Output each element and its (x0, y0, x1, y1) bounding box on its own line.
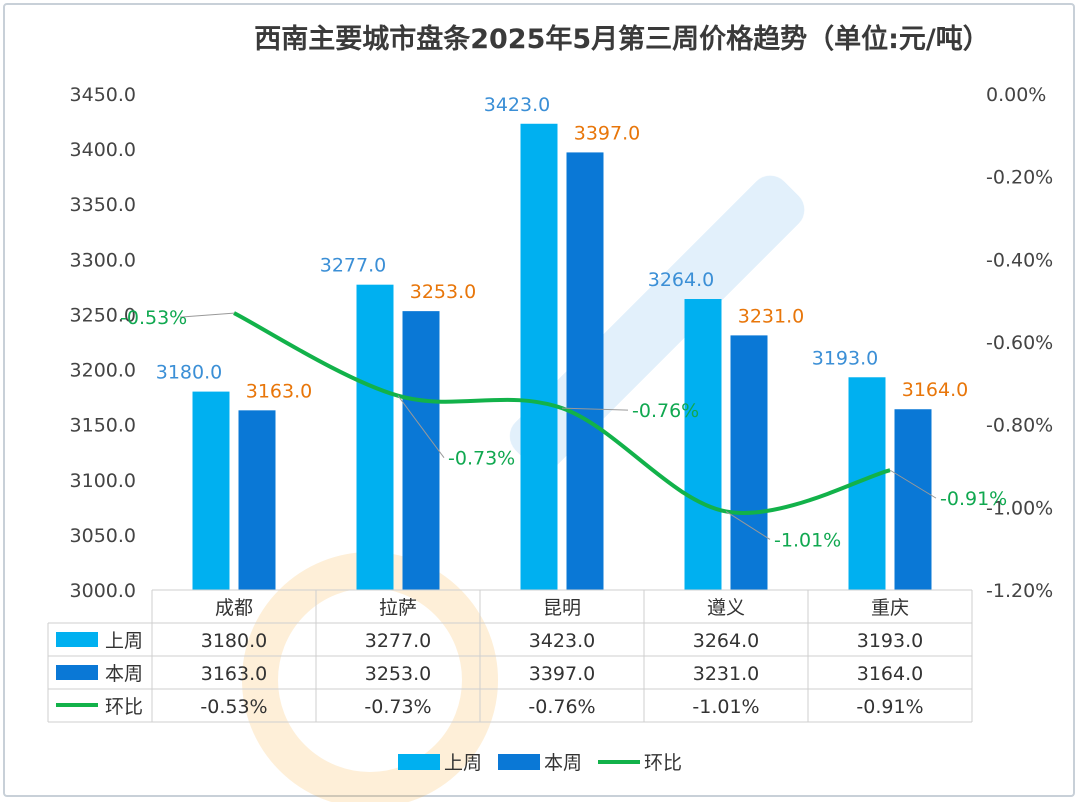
table-cell: -1.01% (692, 696, 759, 718)
data-label-ratio: -0.73% (448, 448, 515, 470)
table-cell: 3231.0 (693, 663, 759, 685)
data-label-prev-week: 3277.0 (320, 255, 386, 277)
bar-this-week (402, 311, 440, 590)
table-series-name: 本周 (105, 663, 143, 685)
bar-this-week (894, 409, 932, 590)
table-cell: 3264.0 (693, 630, 759, 652)
legend-label: 本周 (544, 752, 582, 774)
table-series-name: 环比 (105, 696, 143, 718)
legend-label: 上周 (444, 752, 482, 774)
right-tick-label: -0.20% (986, 167, 1053, 189)
table-cell: 3193.0 (857, 630, 923, 652)
ratio-leader-line (725, 511, 771, 540)
data-label-prev-week: 3180.0 (156, 362, 222, 384)
ratio-leader-line (889, 469, 937, 499)
data-label-this-week: 3397.0 (574, 122, 640, 144)
data-label-this-week: 3231.0 (738, 305, 804, 327)
ratio-leader-line (179, 312, 235, 318)
data-label-this-week: 3164.0 (902, 379, 968, 401)
right-tick-label: -0.60% (986, 332, 1053, 354)
right-axis: -1.20% -1.00% -0.80% -0.60% -0.40% -0.20% 0.00… (986, 84, 1053, 602)
table-series-name: 上周 (105, 630, 143, 652)
bar-prev-week (520, 123, 558, 590)
data-label-this-week: 3163.0 (246, 380, 312, 402)
right-tick-label: -0.80% (986, 415, 1053, 437)
left-axis: 3000.0 3050.0 3100.0 3150.0 3200.0 3250.0 3300… (70, 84, 136, 602)
chart-title: 西南主要城市盘条2025年5月第三周价格趋势（单位:元/吨） (254, 23, 990, 55)
legend-swatch (498, 754, 540, 770)
category-label: 遵义 (707, 597, 745, 619)
bar-prev-week (192, 391, 230, 590)
left-tick-label: 3200.0 (70, 360, 136, 382)
data-label-prev-week: 3193.0 (812, 347, 878, 369)
left-tick-label: 3450.0 (70, 84, 136, 106)
data-labels: 3180.0 3163.0 3277.0 3253.0 3423.0 3397.0 3264… (120, 94, 1007, 552)
ratio-leader-line (561, 407, 629, 411)
table-cell: -0.53% (200, 696, 267, 718)
data-label-ratio: -0.53% (120, 307, 187, 329)
legend-swatch (398, 754, 440, 770)
table-cell: 3180.0 (201, 630, 267, 652)
right-tick-label: 0.00% (986, 84, 1046, 106)
table-cell: -0.91% (856, 696, 923, 718)
category-label: 拉萨 (379, 597, 417, 619)
category-label: 昆明 (543, 597, 581, 619)
left-tick-label: 3150.0 (70, 415, 136, 437)
data-label-this-week: 3253.0 (410, 281, 476, 303)
table-cell: 3397.0 (529, 663, 595, 685)
bar-series (192, 123, 932, 590)
table-cell: 3423.0 (529, 630, 595, 652)
chart-frame (3, 3, 1075, 797)
right-tick-label: -0.40% (986, 249, 1053, 271)
data-label-ratio: -1.01% (774, 529, 841, 551)
data-label-prev-week: 3423.0 (484, 94, 550, 116)
table-cell: -0.76% (528, 696, 595, 718)
bar-prev-week (684, 299, 722, 590)
legend: 上周 本周 环比 (398, 752, 682, 774)
category-label: 成都 (215, 597, 253, 619)
right-tick-label: -1.20% (986, 580, 1053, 602)
bar-this-week (566, 152, 604, 590)
table-cell: -0.73% (364, 696, 431, 718)
ratio-series (179, 311, 937, 540)
left-tick-label: 3000.0 (70, 580, 136, 602)
right-tick-label: -1.00% (986, 497, 1053, 519)
data-label-ratio: -0.76% (632, 400, 699, 422)
legend-label: 环比 (644, 752, 682, 774)
ratio-leader-line (397, 395, 445, 459)
table-cell: 3163.0 (201, 663, 267, 685)
table-cell: 3253.0 (365, 663, 431, 685)
left-tick-label: 3350.0 (70, 194, 136, 216)
data-label-prev-week: 3264.0 (648, 269, 714, 291)
bar-prev-week (356, 284, 394, 590)
bar-this-week (730, 335, 768, 590)
data-label-ratio: -0.91% (940, 488, 1007, 510)
category-label: 重庆 (871, 597, 909, 619)
table-cell: 3164.0 (857, 663, 923, 685)
table-cell: 3277.0 (365, 630, 431, 652)
left-tick-label: 3100.0 (70, 470, 136, 492)
left-tick-label: 3400.0 (70, 139, 136, 161)
left-tick-label: 3050.0 (70, 525, 136, 547)
table-legend-swatch (56, 632, 98, 647)
table-legend-swatch (56, 665, 98, 680)
left-tick-label: 3300.0 (70, 249, 136, 271)
left-tick-label: 3250.0 (70, 304, 136, 326)
bar-this-week (238, 410, 276, 590)
